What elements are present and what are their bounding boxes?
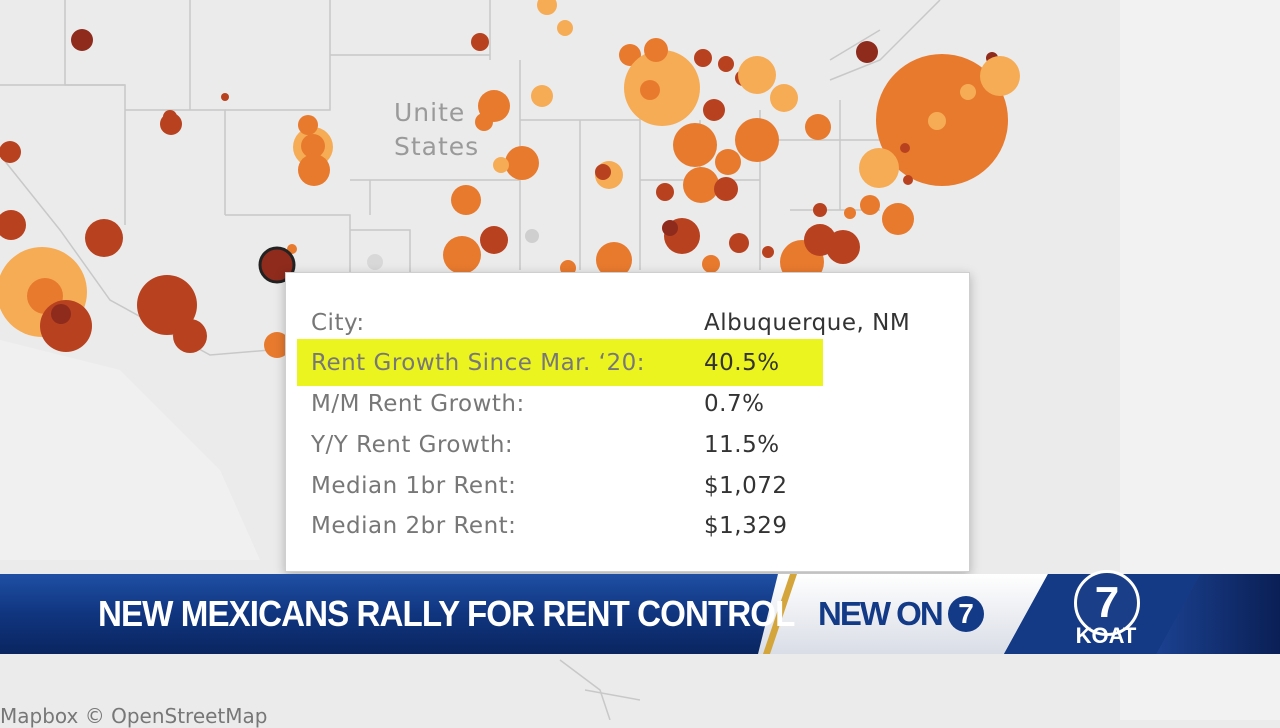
- tooltip-row-yy-rent-growth: Y/Y Rent Growth: 11.5%: [311, 426, 961, 464]
- city-bubbles: [0, 0, 1020, 358]
- tooltip-value: 0.7%: [704, 391, 765, 417]
- tooltip-value: $1,072: [704, 473, 788, 499]
- tooltip-value: 11.5%: [704, 432, 780, 458]
- city-tooltip: City: Albuquerque, NM Rent Growth Since …: [285, 272, 970, 572]
- tooltip-value: Albuquerque, NM: [704, 310, 911, 336]
- highlight-marker: [297, 339, 823, 386]
- tooltip-label: Rent Growth Since Mar. ‘20:: [311, 350, 645, 376]
- tooltip-row-median-1br-rent: Median 1br Rent: $1,072: [311, 467, 961, 505]
- tooltip-label: City:: [311, 310, 365, 336]
- tooltip-label: M/M Rent Growth:: [311, 391, 525, 417]
- tooltip-row-city: City: Albuquerque, NM: [311, 304, 961, 342]
- koat-logo-icon: 7: [1074, 570, 1140, 636]
- tooltip-value: $1,329: [704, 513, 788, 539]
- news-lower-third: [0, 574, 1280, 654]
- country-label-line-2: States: [394, 132, 480, 161]
- tooltip-label: Median 1br Rent:: [311, 473, 517, 499]
- channel-7-icon: 7: [948, 596, 984, 632]
- tooltip-row-rent-growth-since-mar20: Rent Growth Since Mar. ‘20: 40.5%: [311, 344, 961, 382]
- station-name: KOAT: [1075, 623, 1137, 648]
- tooltip-value: 40.5%: [704, 350, 780, 376]
- tooltip-row-mm-rent-growth: M/M Rent Growth: 0.7%: [311, 385, 961, 423]
- tooltip-label: Median 2br Rent:: [311, 513, 517, 539]
- country-label: Unite States: [394, 96, 479, 164]
- headline-text: NEW MEXICANS RALLY FOR RENT CONTROL: [98, 593, 795, 634]
- map-attribution: Mapbox © OpenStreetMap: [0, 704, 268, 728]
- new-on-tag: NEW ON: [818, 595, 944, 632]
- tooltip-label: Y/Y Rent Growth:: [311, 432, 514, 458]
- tooltip-row-median-2br-rent: Median 2br Rent: $1,329: [311, 507, 961, 545]
- country-label-line-1: Unite: [394, 98, 466, 127]
